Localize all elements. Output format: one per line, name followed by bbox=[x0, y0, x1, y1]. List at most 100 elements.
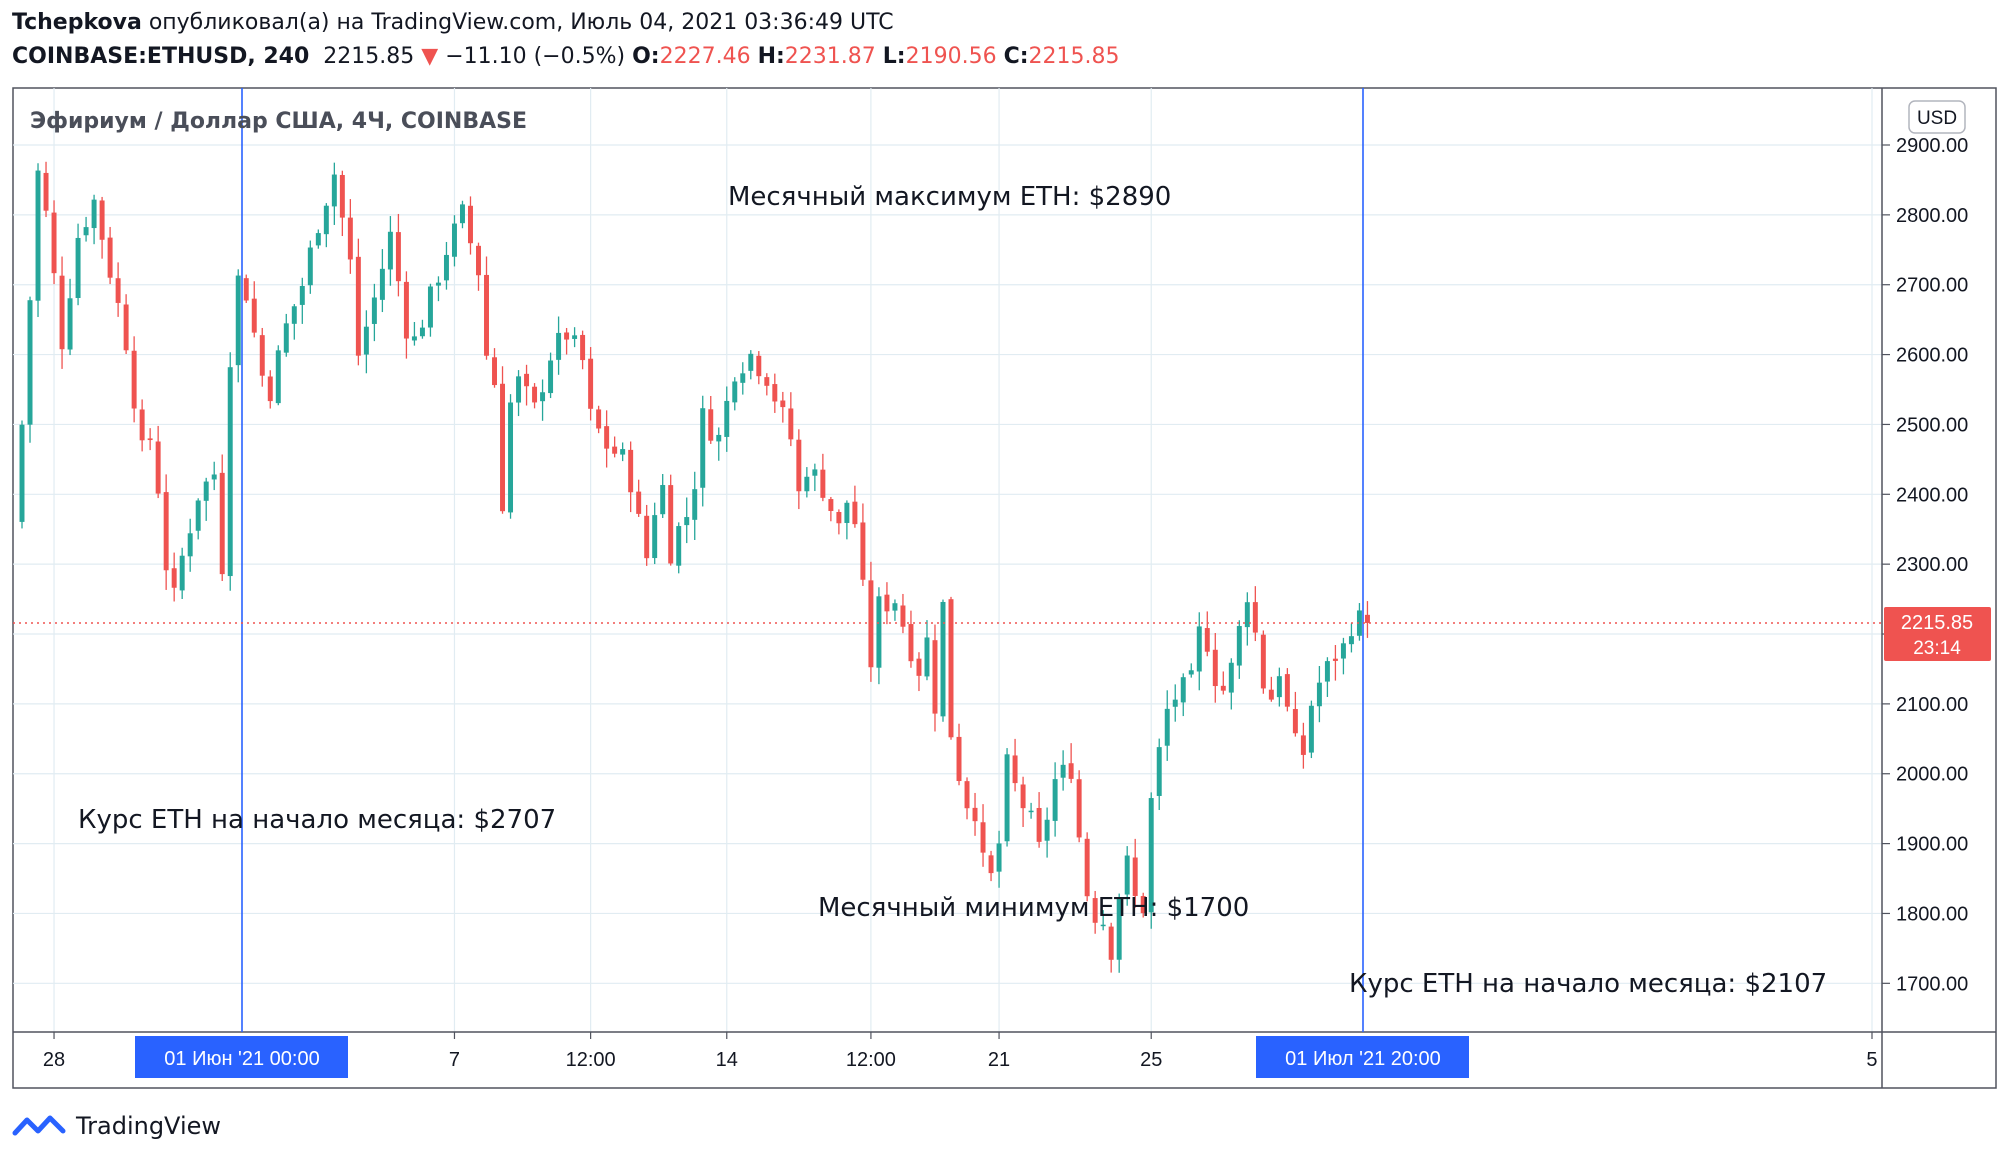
candle-body bbox=[732, 381, 738, 403]
candle-body bbox=[107, 237, 113, 278]
candle-body bbox=[572, 335, 578, 339]
candle-body bbox=[1148, 798, 1154, 913]
candle-body bbox=[876, 596, 882, 668]
candle-body bbox=[203, 481, 209, 501]
y-tick-label: 2900.00 bbox=[1896, 135, 1968, 157]
candle-body bbox=[459, 204, 465, 224]
candle-body bbox=[155, 441, 161, 494]
candle-body bbox=[836, 511, 842, 524]
candle-body bbox=[1316, 682, 1322, 707]
candle-body bbox=[1020, 784, 1026, 809]
candle-body bbox=[131, 350, 137, 409]
close-label: C: bbox=[1003, 44, 1029, 69]
candle-body bbox=[75, 237, 81, 298]
candle-body bbox=[620, 449, 626, 455]
open-value: 2227.46 bbox=[659, 44, 751, 69]
candle-body bbox=[91, 199, 97, 229]
candle-body bbox=[940, 601, 946, 717]
currency-button-label[interactable]: USD bbox=[1917, 108, 1957, 129]
x-tick-label: 12:00 bbox=[846, 1049, 896, 1071]
candle-body bbox=[564, 332, 570, 340]
candle-body bbox=[604, 426, 610, 449]
candle-body bbox=[235, 275, 241, 366]
candle-body bbox=[27, 300, 33, 425]
y-tick-label: 2100.00 bbox=[1896, 694, 1968, 716]
candle-body bbox=[524, 373, 530, 387]
low-value: 2190.56 bbox=[905, 44, 997, 69]
candle-body bbox=[660, 485, 666, 515]
candle-body bbox=[1220, 685, 1226, 691]
candle-body bbox=[83, 227, 89, 236]
open-label: O: bbox=[632, 44, 660, 69]
brand-name: TradingView bbox=[76, 1112, 222, 1140]
candle-body bbox=[492, 357, 497, 386]
candle-body bbox=[500, 383, 506, 512]
candle-body bbox=[387, 231, 393, 270]
candle-body bbox=[708, 409, 714, 441]
candle-body bbox=[1060, 764, 1066, 778]
candle-body bbox=[1012, 755, 1018, 784]
y-tick-label: 2000.00 bbox=[1896, 764, 1968, 786]
x-tick-label: 21 bbox=[988, 1049, 1010, 1071]
candle-body bbox=[115, 278, 121, 303]
currency-button[interactable]: USD bbox=[1908, 100, 1966, 134]
x-tick-label: 7 bbox=[449, 1049, 460, 1071]
candle-body bbox=[1228, 662, 1234, 693]
y-tick-label: 1900.00 bbox=[1896, 834, 1968, 856]
candle-body bbox=[964, 781, 970, 809]
candle-body bbox=[275, 350, 281, 404]
annotation-monthly-low: Месячный минимум ETH: $1700 bbox=[818, 893, 1249, 923]
candle-body bbox=[484, 274, 489, 356]
candle-body bbox=[676, 526, 682, 566]
candle-body bbox=[123, 304, 129, 351]
down-arrow-icon: ▼ bbox=[421, 44, 439, 69]
candle-body bbox=[828, 499, 834, 511]
candle-body bbox=[980, 822, 986, 853]
candle-body bbox=[580, 334, 586, 361]
candle-body bbox=[532, 386, 538, 403]
candle-body bbox=[644, 515, 650, 559]
currency-button-frame[interactable] bbox=[1908, 100, 1966, 134]
candle-body bbox=[548, 360, 554, 394]
x-tick-label: 14 bbox=[716, 1049, 738, 1071]
candle-body bbox=[347, 217, 353, 260]
candle-body bbox=[756, 355, 762, 377]
candle-body bbox=[243, 278, 249, 301]
candle-body bbox=[812, 469, 818, 476]
y-tick-label: 2800.00 bbox=[1896, 205, 1968, 227]
candle-body bbox=[476, 245, 481, 276]
candle-body bbox=[139, 409, 145, 441]
candle-body bbox=[844, 502, 850, 523]
date-marker-label: 01 Июл '21 20:00 bbox=[1285, 1048, 1441, 1070]
candle-body bbox=[900, 605, 906, 627]
price-axis[interactable]: 2900.00 2800.00 2700.00 2600.00 2500.00 2400.… bbox=[1882, 135, 1968, 995]
candle-body bbox=[1076, 779, 1082, 838]
candle-body bbox=[508, 402, 514, 513]
time-axis[interactable]: 28 7 12:00 14 12:00 21 25 5 bbox=[43, 1032, 1878, 1071]
candle-body bbox=[764, 377, 770, 386]
y-tick-label: 2600.00 bbox=[1896, 345, 1968, 367]
y-tick-label: 2300.00 bbox=[1896, 554, 1968, 576]
candle-body bbox=[556, 332, 562, 360]
candle-body bbox=[1036, 807, 1042, 842]
tradingview-footer[interactable]: TradingView bbox=[12, 1108, 221, 1144]
candle-body bbox=[1260, 634, 1266, 689]
author-name[interactable]: Tchepkova bbox=[12, 10, 142, 35]
y-tick-label: 2700.00 bbox=[1896, 275, 1968, 297]
candle-body bbox=[51, 212, 57, 274]
date-marker-label: 01 Июн '21 00:00 bbox=[164, 1048, 319, 1070]
candle-body bbox=[788, 408, 794, 440]
candle-body bbox=[700, 408, 706, 488]
candle-body bbox=[716, 434, 722, 442]
candle-body bbox=[684, 517, 690, 526]
candle-body bbox=[1180, 677, 1186, 703]
candle-body bbox=[195, 500, 201, 531]
candle-body bbox=[540, 392, 546, 402]
annotation-june-start: Курс ETH на начало месяца: $2707 bbox=[78, 805, 556, 835]
candle-body bbox=[227, 367, 233, 577]
last-price: 2215.85 bbox=[323, 44, 415, 69]
current-price-label: 2215.85 bbox=[1901, 612, 1973, 634]
candle-body bbox=[772, 384, 778, 402]
